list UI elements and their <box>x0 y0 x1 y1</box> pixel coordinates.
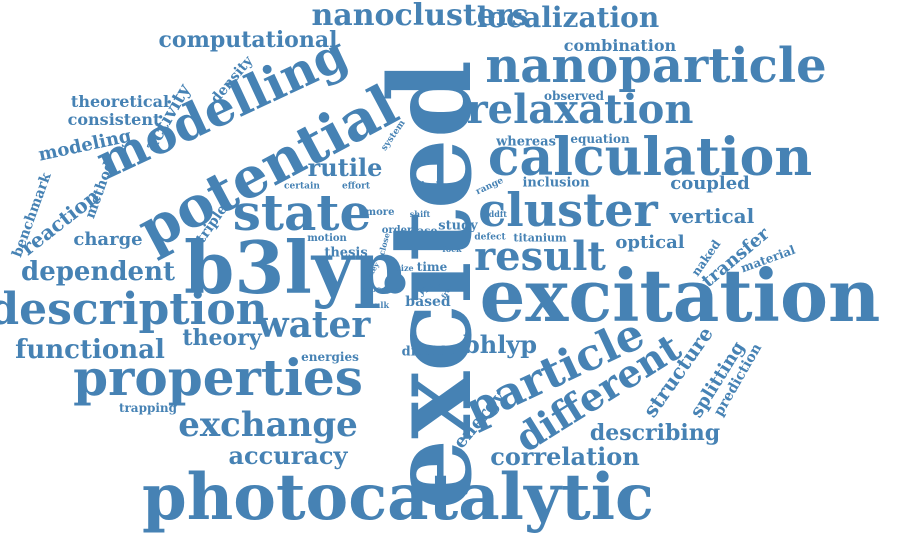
word-localization: localization <box>476 1 660 34</box>
word-cluster: cluster <box>478 183 658 237</box>
word-photocatalytic: photocatalytic <box>141 460 655 535</box>
word-thesis: thesis <box>324 245 368 261</box>
word-observed: observed <box>543 89 605 103</box>
word-water: water <box>257 304 371 346</box>
word-bulk: bulk <box>369 300 389 310</box>
word-shift: shift <box>409 209 431 219</box>
word-properties: properties <box>73 348 363 407</box>
word-vertical: vertical <box>669 204 755 228</box>
word-whereas: whereas <box>496 134 556 150</box>
word-case: case <box>410 224 438 238</box>
word-nanoclusters: nanoclusters <box>311 0 529 33</box>
word-excitation: excitation <box>479 253 881 338</box>
word-coupled: coupled <box>670 173 750 194</box>
word-description: description <box>0 284 268 335</box>
word-nanoparticle: nanoparticle <box>485 38 827 94</box>
word-trapping: trapping <box>118 401 178 415</box>
word-study: study <box>438 218 478 234</box>
word-proc: proc <box>360 284 382 294</box>
word-tddft: tddft <box>484 209 508 219</box>
word-more: more <box>365 207 395 218</box>
word-based: based <box>405 294 451 310</box>
word-certain: certain <box>284 181 320 192</box>
word-dependent: dependent <box>21 257 175 287</box>
word-accuracy: accuracy <box>228 441 348 470</box>
word-time: time <box>416 260 448 274</box>
word-rutile: rutile <box>307 153 383 182</box>
word-relaxation: relaxation <box>466 86 694 133</box>
word-combination: combination <box>563 36 677 55</box>
word-defect: defect <box>474 232 506 243</box>
word-calculation: calculation <box>487 127 813 188</box>
word-dioxide: dioxide <box>401 344 455 360</box>
word-order: order <box>381 225 413 236</box>
word-inclusion: inclusion <box>522 175 590 191</box>
word-exchange: exchange <box>178 405 358 445</box>
word-titanium: titanium <box>513 231 567 245</box>
word-effort: effort <box>341 181 371 192</box>
word-equation: equation <box>570 132 630 146</box>
word-fock: fock <box>442 244 462 254</box>
word-b3lyp: b3lyp <box>184 225 404 310</box>
word-energies: energies <box>301 350 359 364</box>
word-theory: theory <box>182 325 262 351</box>
word-describing: describing <box>589 420 721 446</box>
word-similar: similar <box>415 181 455 192</box>
word-size: size <box>396 263 414 273</box>
word-result: result <box>474 233 606 280</box>
word-charge: charge <box>73 229 143 250</box>
word-bhlyp: bhlyp <box>462 330 538 359</box>
word-consistent: consistent <box>67 110 161 129</box>
word-correlation: correlation <box>490 442 640 471</box>
word-optical: optical <box>615 232 685 253</box>
word-theoretical: theoretical <box>70 92 170 111</box>
word-motion: motion <box>307 233 347 244</box>
word-state: state <box>232 183 372 242</box>
word-functional: functional <box>15 335 165 365</box>
word-computational: computational <box>158 27 338 53</box>
